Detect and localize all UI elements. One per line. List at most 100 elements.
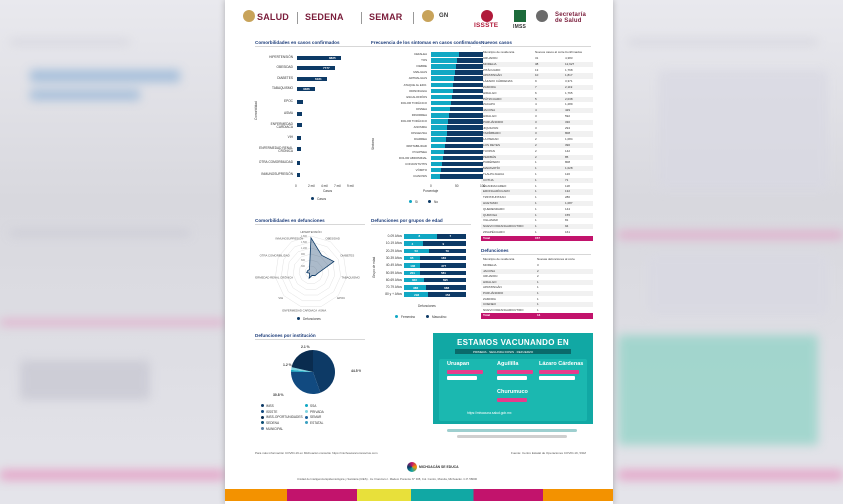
- sintoma-label: TOS: [421, 58, 427, 63]
- sintoma-bar-si: [431, 76, 454, 81]
- sintomas-xlabel: Porcentaje: [423, 189, 439, 193]
- comorb-category-label: DIABETES: [277, 76, 293, 80]
- table-cell: LÁZARO CÁRDENAS: [483, 79, 513, 84]
- comorb-bar: [297, 123, 302, 128]
- table-cell: 12,927: [565, 61, 575, 66]
- table-cell: Nuevas defunciones al corte: [537, 257, 575, 261]
- sintoma-label: ANOSMIA: [413, 125, 427, 130]
- edad-label-masculino: 453: [445, 292, 451, 297]
- sintoma-bar-no: [447, 125, 483, 130]
- edad-bar-femenino: [404, 241, 424, 246]
- legend-casos-label: Casos: [317, 197, 327, 201]
- comorb-category-label: EPOC: [283, 99, 293, 103]
- radar-axis-label: OBESIDAD: [325, 236, 339, 240]
- edad-category-label: 60-69 Años: [385, 277, 402, 282]
- edad-bar-masculino: [428, 248, 466, 254]
- sintoma-bar-si: [431, 125, 447, 130]
- table-cell: ZITÁCUARO: [483, 67, 501, 72]
- city-churumuco: Churumuco: [497, 389, 528, 395]
- footer-more-info: Para más información COVID-19 en Michoac…: [255, 451, 378, 455]
- table-cell: 142: [565, 148, 571, 153]
- table-row: LÁZARO CÁRDENAS 9 3,371: [481, 79, 593, 84]
- table-cell: 390: [565, 143, 571, 147]
- table-row: HUETAMO 1 1,087: [481, 201, 593, 207]
- edad-label-femenino: 293: [414, 292, 420, 297]
- edad-label-masculino: 695: [442, 278, 448, 283]
- table-row: QUERENDARO 1 144: [481, 207, 593, 212]
- table-cell: 4: [535, 102, 537, 107]
- legend-masculino-label: Masculino: [432, 315, 447, 319]
- sintoma-bar-si: [431, 106, 450, 112]
- sintoma-bar-no: [446, 137, 483, 142]
- sintoma-bar-si: [431, 52, 459, 57]
- sintoma-label: MIALGIAS: [413, 70, 427, 75]
- table-cell: 3: [537, 263, 539, 267]
- vaccination-url[interactable]: https://mivacuna.salud.gob.mx: [467, 411, 512, 415]
- table-cell: 132: [565, 189, 571, 194]
- legend-si-label: Sí: [415, 200, 419, 204]
- sintomas-ylabel: Síntoma: [371, 138, 375, 150]
- edad-bar-femenino: [404, 234, 438, 239]
- table-cell: 2: [535, 137, 537, 142]
- comorb-bar: [297, 87, 315, 92]
- table-cell: TUXPAN: [483, 148, 495, 153]
- table-row: MORELIA 38 12,927: [481, 61, 593, 67]
- sintoma-label: VÓMITO: [415, 167, 427, 172]
- table-cell: 2: [535, 148, 537, 153]
- section-title-defunciones: Defunciones: [481, 248, 509, 253]
- table-row: HUANDACAREO 1 118: [481, 184, 593, 189]
- table-cell: HIDALGO: [483, 90, 497, 95]
- sintoma-bar-no: [452, 94, 483, 100]
- table-cell: 118: [565, 183, 570, 188]
- radar-axis-label: ENFERMEDAD RENAL CRÓNICA: [255, 275, 293, 280]
- table-cell: 120: [565, 172, 571, 176]
- table-row: ZAMORA 1: [481, 297, 593, 302]
- table-cell: 2: [535, 143, 537, 147]
- radar-axis-label: INMUNOSUPRESIÓN: [275, 235, 303, 240]
- vaccination-banner[interactable]: ESTAMOS VACUNANDO EN PRIMERA · SEGUNDA D…: [433, 333, 593, 441]
- sintoma-tick: 100: [480, 184, 486, 188]
- radar-series-defunciones: [306, 236, 335, 280]
- table-cell: 13: [535, 67, 539, 72]
- table-cell: Confirmados: [565, 50, 583, 54]
- comorb-bar: [297, 173, 300, 178]
- table-row: LOS REYES 2 390: [481, 143, 593, 149]
- pie-legend-swatch: [305, 409, 308, 413]
- sintoma-bar-si: [431, 167, 441, 173]
- edad-label-masculino: 377: [441, 263, 447, 268]
- table-cell: 1: [537, 307, 539, 312]
- legend-femenino-swatch: [395, 315, 398, 318]
- comorb-category-label: VIH: [287, 135, 293, 139]
- legend-femenino-label: Femenino: [401, 315, 416, 319]
- table-row: PÁTZCUARO 5 2,038: [481, 96, 593, 102]
- michoacan-seal-icon: [536, 10, 548, 22]
- table-cell: PURÉPERO: [483, 160, 500, 165]
- radar-axis-label: EPOC: [337, 296, 345, 300]
- pie-legend-label: PRIVADA: [310, 409, 324, 414]
- table-cell: 5: [535, 96, 537, 101]
- table-row: Municipio de residencia Nuevos casos al c…: [481, 50, 593, 55]
- legend-no-label: No: [434, 200, 439, 204]
- sintoma-bar-si: [431, 155, 443, 161]
- sintoma-label: DIARREA: [414, 137, 427, 142]
- footer-brand: MICHOACÁN SE EDUCA: [419, 465, 459, 469]
- pie-legend-label: SSA: [310, 403, 317, 408]
- table-cell: 1,289: [565, 102, 573, 107]
- logo-semar: SEMAR: [369, 12, 403, 22]
- sintoma-bar-si: [431, 137, 446, 142]
- sintoma-bar-no: [443, 155, 483, 161]
- footer-source: Fuente: Centro Estatal de Operaciones CO…: [511, 451, 586, 455]
- edad-category-label: 50-59 Años: [385, 270, 402, 275]
- table-row: ZITÁCUARO 13 1,768: [481, 68, 593, 73]
- table-cell: 1: [535, 177, 537, 182]
- pie-legend-label: IMSS-OPORTUNIDADES: [266, 415, 303, 420]
- table-cell: 1: [535, 160, 537, 165]
- edad-label-femenino: 4: [411, 241, 414, 246]
- edad-bar-masculino: [423, 241, 466, 246]
- table-cell: 1: [535, 201, 537, 205]
- comorb-bar-label: 3386: [303, 87, 310, 92]
- institucion-pie-chart: 2.1 % 1.2 % 44.5 % 30.8 %: [273, 345, 361, 397]
- blurred-left-panel: [0, 0, 225, 504]
- table-cell: 1: [535, 189, 537, 194]
- table-cell: 330: [565, 119, 571, 124]
